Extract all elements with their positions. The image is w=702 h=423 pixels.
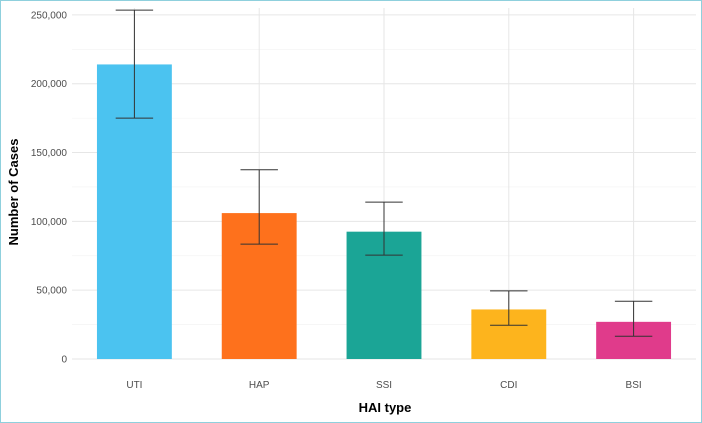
y-tick-label: 0 bbox=[61, 355, 67, 366]
x-tick-label: BSI bbox=[626, 380, 642, 391]
gridlines bbox=[72, 8, 696, 360]
error-bar-ssi bbox=[365, 201, 403, 256]
x-tick-label: UTI bbox=[126, 380, 142, 391]
error-bar-bsi bbox=[614, 300, 653, 337]
error-bar-uti bbox=[115, 9, 154, 119]
y-tick-label: 150,000 bbox=[31, 148, 68, 159]
y-tick-label: 200,000 bbox=[31, 79, 68, 90]
y-tick-label: 100,000 bbox=[31, 217, 68, 228]
x-tick-label: HAP bbox=[249, 380, 270, 391]
error-bars bbox=[115, 9, 653, 337]
y-tick-label: 250,000 bbox=[31, 10, 68, 21]
x-tick-label: SSI bbox=[376, 380, 392, 391]
error-bar-hap bbox=[240, 169, 278, 245]
y-axis-title: Number of Cases bbox=[6, 139, 21, 246]
y-tick-label: 50,000 bbox=[36, 286, 67, 297]
error-bar-cdi bbox=[490, 290, 528, 326]
y-axis-tick-labels: 0 50,000 100,000 150,000 200,000 250,000 bbox=[31, 10, 68, 365]
x-tick-label: CDI bbox=[500, 380, 517, 391]
x-axis-title: HAI type bbox=[359, 400, 412, 415]
x-axis-tick-labels: UTI HAP SSI CDI BSI bbox=[126, 380, 641, 391]
